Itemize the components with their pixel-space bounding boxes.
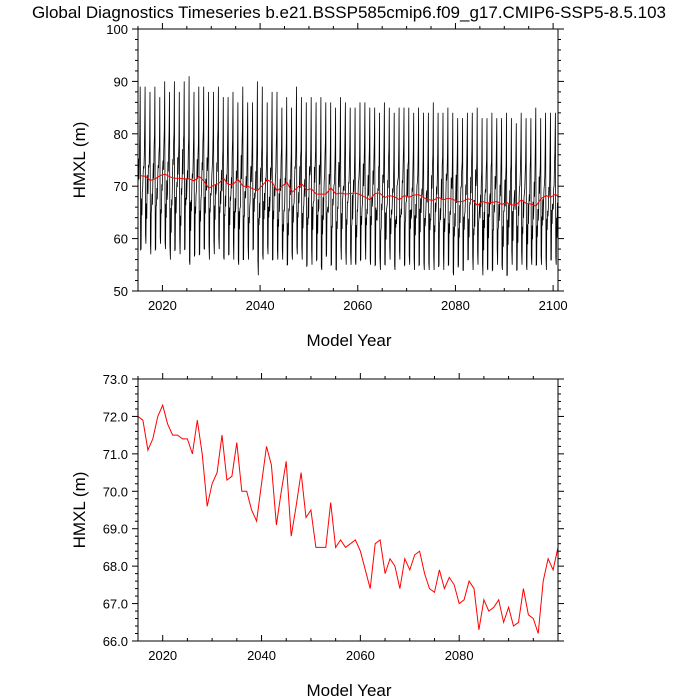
- bottom-panel-ylabel: HMXL (m): [70, 472, 89, 549]
- y-tick-label: 66.0: [103, 634, 128, 649]
- x-tick-label: 2080: [445, 648, 474, 663]
- bottom-panel-xlabel: Model Year: [306, 681, 391, 700]
- x-tick-label: 2060: [343, 298, 372, 313]
- monthly-series-line: [138, 76, 558, 276]
- bottom-panel-ticks: 2020 2040 2060 2080 66.0 67.0 68.0 69.0 70.0 71.0…: [103, 372, 564, 663]
- top-panel-ticks: 2020 2040 2060 2080 2100 50 60 70 80 90 100: [106, 22, 567, 313]
- bottom-panel: 2020 2040 2060 2080 66.0 67.0 68.0 69.0 70.0 71.0…: [70, 372, 564, 700]
- y-tick-label: 67.0: [103, 597, 128, 612]
- y-tick-label: 70.0: [103, 484, 128, 499]
- top-panel-ylabel: HMXL (m): [70, 122, 89, 199]
- annual-mean-line: [140, 173, 558, 207]
- x-tick-label: 2020: [148, 648, 177, 663]
- y-tick-label: 71.0: [103, 447, 128, 462]
- x-tick-label: 2020: [148, 298, 177, 313]
- top-panel: 2020 2040 2060 2080 2100 50 60 70 80 90 100 Model …: [70, 22, 568, 350]
- chart-title: Global Diagnostics Timeseries b.e21.BSSP…: [32, 3, 666, 22]
- x-tick-label: 2100: [539, 298, 568, 313]
- y-tick-label: 50: [114, 284, 128, 299]
- y-tick-label: 69.0: [103, 522, 128, 537]
- y-tick-label: 90: [114, 74, 128, 89]
- top-panel-data: [138, 76, 558, 276]
- y-tick-label: 60: [114, 232, 128, 247]
- y-tick-label: 80: [114, 127, 128, 142]
- y-tick-label: 68.0: [103, 559, 128, 574]
- y-tick-label: 72.0: [103, 409, 128, 424]
- x-tick-label: 2040: [247, 648, 276, 663]
- x-tick-label: 2040: [246, 298, 275, 313]
- y-tick-label: 73.0: [103, 372, 128, 387]
- annual-series-line: [138, 403, 558, 634]
- top-panel-xlabel: Model Year: [306, 331, 391, 350]
- top-panel-frame: [137, 28, 559, 292]
- bottom-panel-frame: [137, 378, 559, 642]
- x-tick-label: 2080: [441, 298, 470, 313]
- x-tick-label: 2060: [346, 648, 375, 663]
- y-tick-label: 70: [114, 179, 128, 194]
- bottom-panel-data: [138, 403, 558, 634]
- y-tick-label: 100: [106, 22, 128, 37]
